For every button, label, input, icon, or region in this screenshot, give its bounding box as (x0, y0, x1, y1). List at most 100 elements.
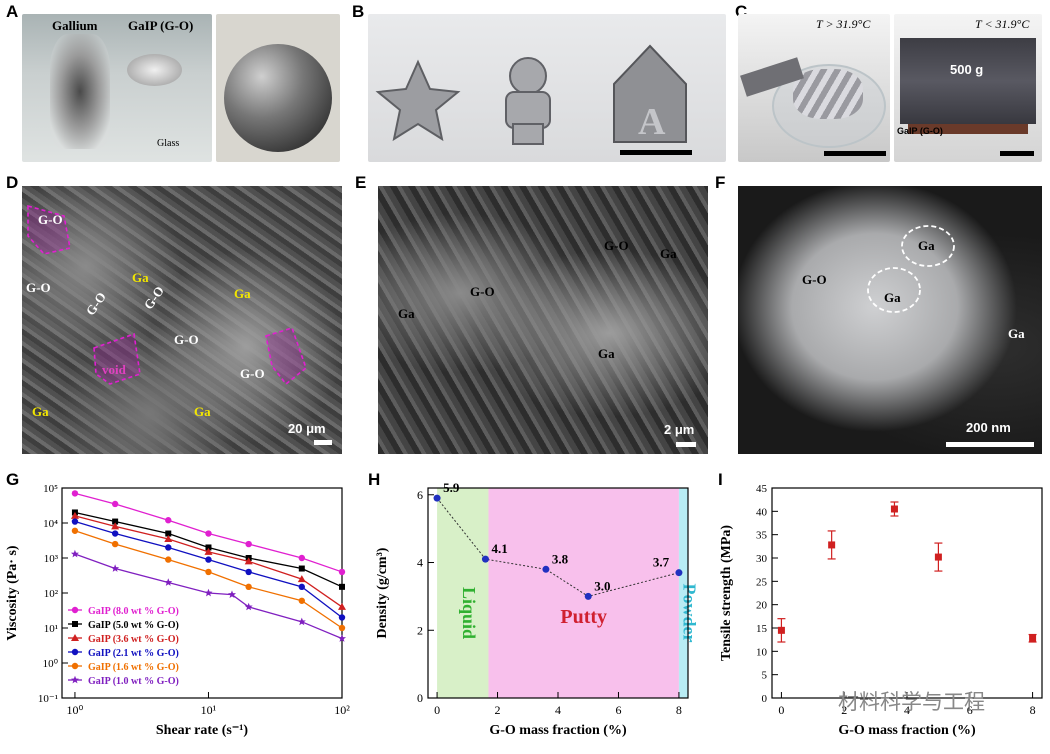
label-galp: GaIP (G-O) (128, 18, 194, 33)
e-label-go-1: G-O (604, 238, 629, 253)
watermark-text: 材料科学与工程 (838, 691, 985, 714)
data-point-g-0 (111, 500, 119, 508)
legend-marker-g (71, 662, 79, 670)
chart-h-density: Liquid Putty Powder 0 2 4 6 8 0 2 4 6 G-O mass fract… (375, 480, 699, 738)
data-point-i (934, 553, 942, 561)
data-point-g-1 (112, 518, 119, 525)
panel-letter-f: F (715, 173, 726, 192)
tem-image-f: G-O Ga Ga Ga 200 nm (738, 186, 1042, 454)
legend-marker-g (71, 634, 79, 641)
x-tick-label-i: 4 (904, 703, 910, 717)
photo-galp-sphere (216, 14, 340, 162)
data-point-g-5 (111, 564, 120, 572)
y-tick-label-g: 10¹ (44, 623, 58, 635)
house-shape (613, 44, 687, 143)
x-tick-label-g: 10⁰ (67, 703, 84, 717)
scalebar-e (676, 442, 696, 447)
e-label-ga-2: Ga (398, 306, 415, 321)
x-tick-label-h: 4 (555, 703, 561, 717)
x-tick-label-i: 0 (778, 703, 784, 717)
y-tick-label-g: 10³ (44, 553, 59, 565)
data-point-g-5 (204, 588, 213, 597)
data-point-g-5 (338, 634, 346, 642)
label-temp-hot: T > 31.9°C (816, 17, 871, 31)
legend-label-g: GaIP (5.0 wt % G-O) (88, 620, 179, 631)
label-sample: GaIP (G-O) (897, 126, 943, 136)
weight-block (900, 38, 1036, 124)
y-tick-label-h: 6 (417, 488, 423, 502)
panel-letter-h: H (368, 470, 381, 489)
x-axis-label-g: Shear rate (s⁻¹) (156, 723, 249, 738)
d-label-go-2: G-O (26, 280, 51, 295)
f-label-ga-2: Ga (884, 290, 901, 305)
data-point-g-2 (204, 547, 213, 555)
x-tick-label-i: 2 (841, 703, 847, 717)
region-label-liquid: Liquid (459, 587, 479, 639)
y-tick-label-h: 4 (417, 556, 423, 570)
data-point-g-3 (338, 614, 346, 621)
f-label-ga-1: Ga (918, 238, 935, 253)
scalebar-c1 (824, 151, 886, 156)
trend-line-h (436, 497, 680, 597)
tem-f-outlines (867, 225, 955, 313)
y-axis-label-h: Density (g/cm³) (375, 547, 390, 638)
data-point-i (828, 541, 836, 549)
f-label-go: G-O (802, 272, 827, 287)
data-point-h (675, 569, 683, 577)
region-putty (488, 488, 679, 698)
legend-marker-g (72, 621, 78, 627)
y-tick-label-g: 10² (44, 588, 59, 600)
legend-label-g: GaIP (8.0 wt % G-O) (88, 606, 179, 617)
y-tick-label-i: 45 (756, 483, 768, 495)
x-tick-label-h: 8 (676, 703, 682, 717)
x-tick-label-g: 10¹ (201, 703, 217, 717)
x-tick-label-i: 6 (967, 703, 973, 717)
y-tick-label-h: 0 (417, 691, 423, 705)
data-point-g-4 (111, 540, 119, 548)
panel-letter-d: D (6, 173, 19, 192)
data-point-g-2 (70, 511, 79, 519)
data-point-g-0 (245, 540, 252, 548)
galp-sphere (224, 44, 332, 152)
scale-label-d: 20 μm (288, 421, 326, 436)
y-tick-label-g: 10⁵ (43, 483, 58, 495)
y-tick-label-i: 15 (756, 623, 768, 635)
x-tick-label-h: 0 (434, 703, 440, 717)
d-label-go-1: G-O (38, 212, 63, 227)
data-point-h (584, 592, 592, 600)
data-point-g-4 (165, 556, 172, 563)
x-tick-label-h: 2 (495, 703, 501, 717)
data-point-g-3 (205, 556, 212, 563)
region-label-powder: Powder (679, 584, 699, 643)
house-glyph: A (638, 101, 666, 143)
data-point-g-4 (205, 568, 212, 576)
gingerbread-head (509, 57, 547, 95)
data-point-g-3 (165, 544, 172, 551)
data-point-h (433, 494, 441, 502)
d-label-ga-3: Ga (32, 404, 49, 419)
e-label-ga-3: Ga (598, 346, 615, 361)
d-label-go-5: G-O (174, 332, 199, 347)
chart-g-viscosity: 10⁰ 10¹ 10² 10⁻¹ 10⁰ 10¹ 10² 10³ 10⁴ 10⁵ Shear rat… (5, 483, 350, 738)
panel-letter-i: I (718, 470, 723, 489)
data-label-h: 3.0 (594, 578, 610, 593)
data-point-g-4 (338, 624, 346, 632)
photo-molded-shapes: A (368, 14, 726, 162)
e-label-go-2: G-O (470, 284, 495, 299)
data-point-g-3 (71, 518, 79, 525)
y-tick-label-i: 30 (756, 553, 768, 565)
data-point-i (1029, 634, 1037, 642)
region-powder (678, 488, 688, 698)
y-tick-label-g: 10⁻¹ (38, 693, 58, 705)
scalebar-d (314, 440, 332, 445)
f-label-ga-3: Ga (1008, 326, 1025, 341)
data-point-g-3 (298, 583, 306, 591)
data-point-g-5 (164, 578, 173, 586)
data-label-h: 3.8 (552, 551, 569, 566)
x-tick-label-g: 10² (334, 703, 350, 717)
label-gallium: Gallium (52, 18, 98, 33)
region-label-putty: Putty (560, 606, 607, 628)
x-tick-label-i: 8 (1030, 703, 1036, 717)
panel-letter-g: G (6, 470, 20, 489)
data-point-g-2 (297, 575, 306, 583)
